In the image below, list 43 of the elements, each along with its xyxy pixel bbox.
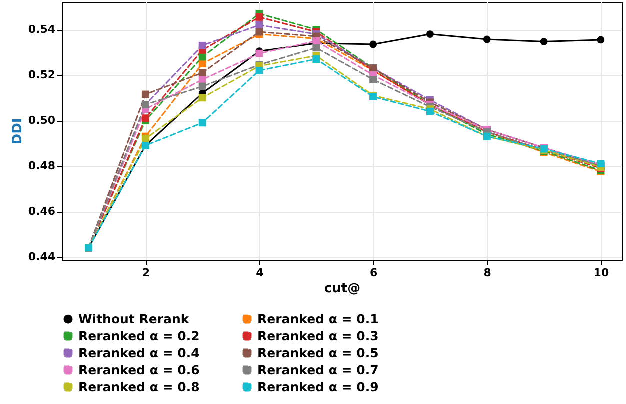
legend-label: Reranked α = 0.8 [78,379,200,394]
point [198,69,206,77]
y-axis-title: DDI [10,118,26,145]
y-tick-label: 0.44 [28,250,56,264]
y-tick-label: 0.46 [28,205,56,218]
y-tick-label: 0.52 [28,68,56,82]
point [256,66,264,74]
point [198,76,206,84]
x-tick-label: 4 [256,266,264,280]
point [426,108,434,116]
legend-label: Reranked α = 0.2 [78,328,200,344]
y-tick-label: 0.50 [28,114,56,128]
point [198,60,206,68]
legend-label: Reranked α = 0.3 [258,328,379,344]
x-tick-label: 8 [484,266,492,280]
legend-label: Without Rerank [78,311,190,326]
point [142,90,150,98]
legend-label: Reranked α = 0.1 [258,311,379,326]
legend-label: Reranked α = 0.5 [258,345,379,360]
legend-label: Reranked α = 0.4 [78,345,200,360]
point [142,135,150,143]
legend-label: Reranked α = 0.7 [258,362,379,378]
point [312,56,320,63]
point [540,38,548,46]
x-tick-label: 10 [594,266,610,280]
point [198,42,206,50]
legend-label: Reranked α = 0.9 [258,379,379,394]
point [370,76,378,84]
point [198,94,206,102]
x-axis-title: cut@ [324,282,361,296]
point [426,30,434,38]
point [198,119,206,127]
x-tick-label: 6 [370,266,378,280]
legend-label: Reranked α = 0.6 [78,362,200,378]
point [597,36,605,44]
point [256,14,264,21]
y-tick-label: 0.54 [28,23,56,36]
point [198,82,206,90]
x-tick-label: 2 [142,266,150,280]
point [483,36,491,44]
y-tick-label: 0.48 [28,160,56,173]
point [370,40,378,48]
point [312,44,320,52]
